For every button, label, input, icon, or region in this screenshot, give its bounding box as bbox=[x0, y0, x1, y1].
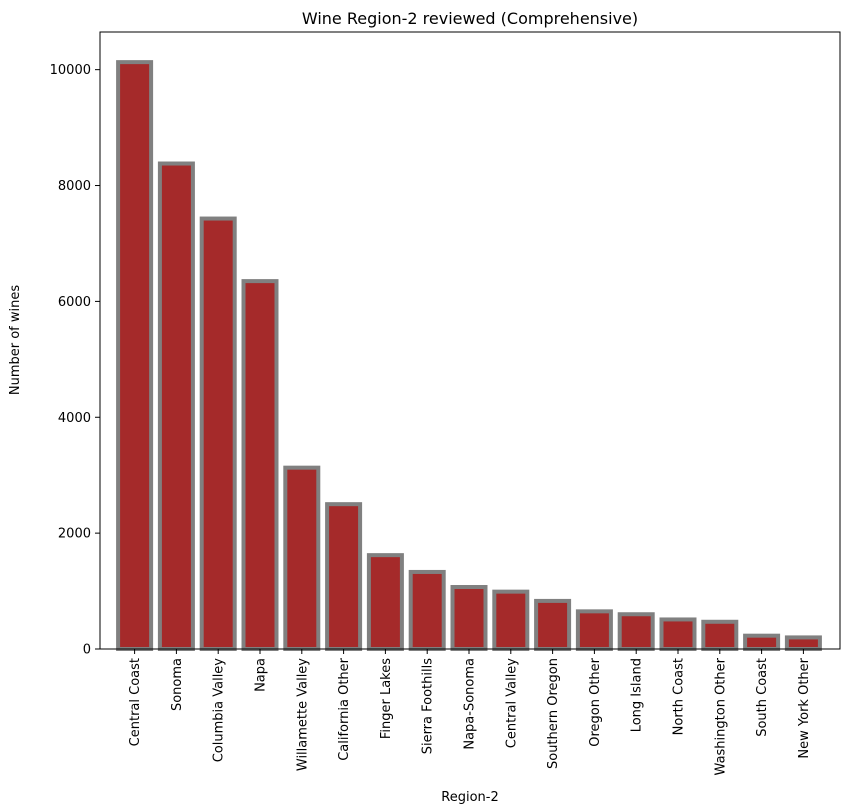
x-tick-label-12: Long Island bbox=[630, 658, 645, 732]
y-tick-label-1: 2000 bbox=[58, 527, 91, 542]
bar-11 bbox=[575, 609, 613, 651]
x-axis-label: Region-2 bbox=[441, 790, 498, 805]
y-tick-label-3: 6000 bbox=[58, 295, 91, 310]
x-tick-label-0: Central Coast bbox=[128, 658, 143, 746]
bar-9 bbox=[492, 589, 530, 652]
bar-2 bbox=[199, 216, 237, 651]
x-tick-label-9: Central Valley bbox=[504, 658, 519, 749]
x-axis: Central Coast Sonoma Columbia Valley Napa Wi… bbox=[128, 649, 812, 775]
bar-5 bbox=[325, 502, 363, 651]
bar-15 bbox=[743, 633, 781, 651]
bars-group bbox=[116, 60, 822, 652]
bar-3 bbox=[241, 279, 279, 651]
bar-0 bbox=[116, 60, 154, 652]
x-tick-label-2: Columbia Valley bbox=[212, 658, 227, 763]
bar-13 bbox=[659, 617, 697, 651]
plot-frame bbox=[99, 31, 841, 650]
bar-14 bbox=[701, 619, 739, 651]
x-tick-label-4: Willamette Valley bbox=[295, 658, 310, 771]
y-tick-label-5: 10000 bbox=[50, 63, 91, 78]
y-tick-label-4: 8000 bbox=[58, 179, 91, 194]
chart-title: Wine Region-2 reviewed (Comprehensive) bbox=[302, 9, 638, 28]
x-tick-label-16: New York Other bbox=[797, 657, 812, 758]
bar-7 bbox=[408, 569, 446, 651]
x-tick-label-7: Sierra Foothills bbox=[421, 658, 436, 755]
x-tick-label-10: Southern Oregon bbox=[546, 658, 561, 769]
x-tick-label-13: North Coast bbox=[672, 658, 687, 735]
x-tick-label-11: Oregon Other bbox=[588, 657, 603, 746]
bar-12 bbox=[617, 612, 655, 652]
bar-1 bbox=[157, 161, 195, 651]
bar-6 bbox=[366, 553, 404, 652]
y-tick-label-2: 4000 bbox=[58, 411, 91, 426]
x-tick-label-3: Napa bbox=[254, 658, 269, 692]
y-tick-label-0: 0 bbox=[83, 643, 91, 658]
x-tick-label-14: Washington Other bbox=[713, 657, 728, 775]
y-axis: 0 2000 4000 6000 8000 10000 bbox=[50, 63, 100, 658]
bar-10 bbox=[534, 598, 572, 651]
x-tick-label-5: California Other bbox=[337, 657, 352, 760]
bar-16 bbox=[784, 635, 822, 652]
bar-4 bbox=[283, 465, 321, 652]
x-tick-label-8: Napa-Sonoma bbox=[463, 658, 478, 750]
y-axis-label: Number of wines bbox=[8, 285, 23, 395]
bar-8 bbox=[450, 585, 488, 651]
x-tick-label-1: Sonoma bbox=[170, 658, 185, 711]
x-tick-label-15: South Coast bbox=[755, 658, 770, 737]
x-tick-label-6: Finger Lakes bbox=[379, 658, 394, 739]
